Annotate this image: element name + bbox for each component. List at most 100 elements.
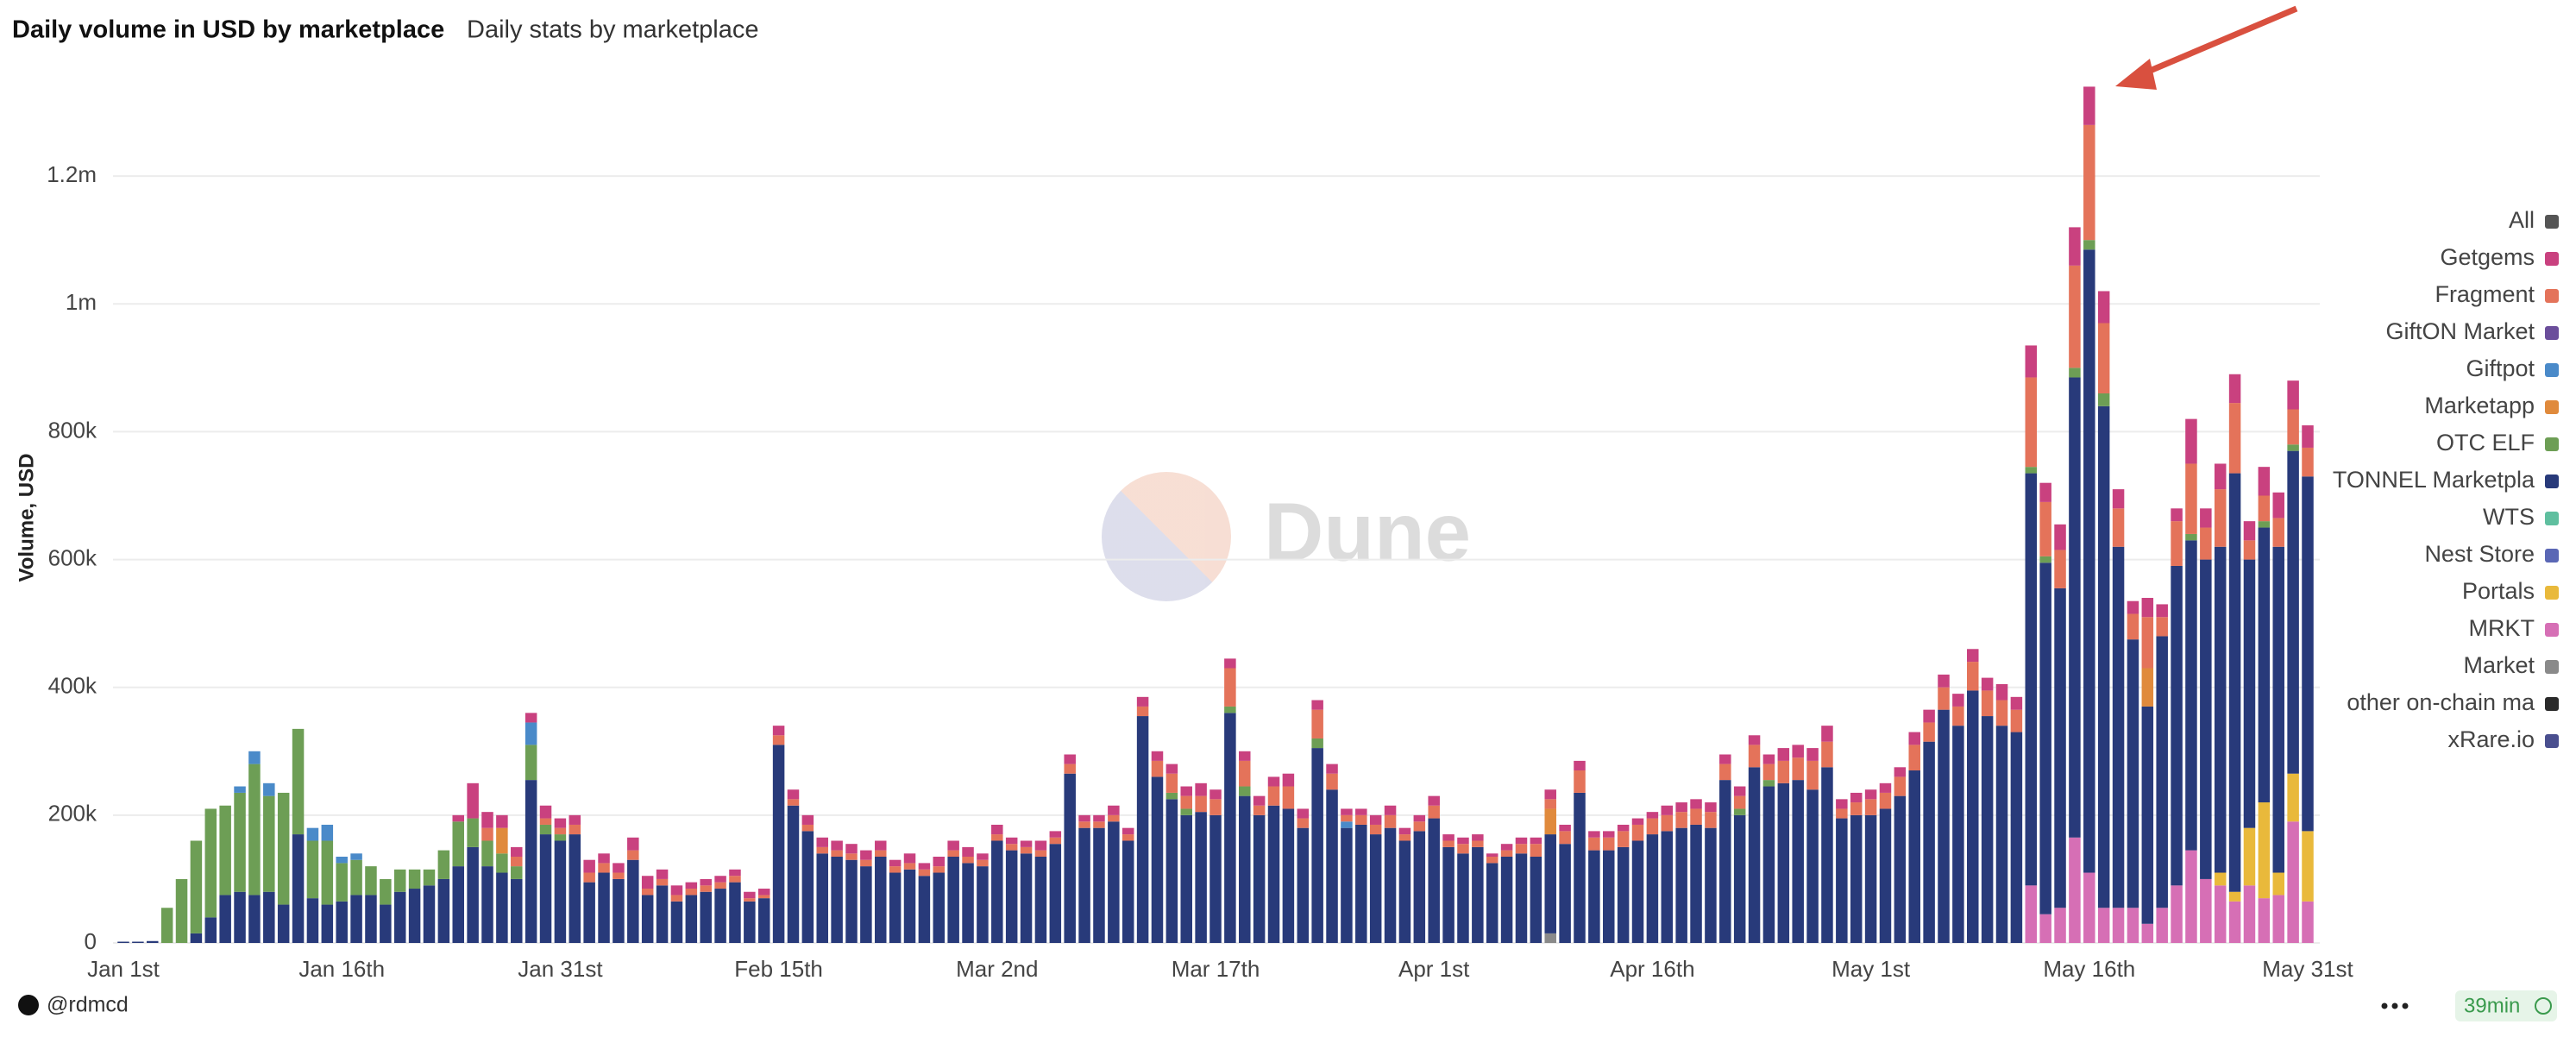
bar-segment [1428, 818, 1440, 943]
bar-segment [2200, 527, 2212, 560]
bar-segment [2141, 668, 2154, 707]
bar-segment [1267, 776, 1280, 787]
bar-segment [1530, 837, 1542, 845]
bar-segment [1836, 808, 1848, 819]
bar-segment [1209, 789, 1222, 800]
legend-item[interactable]: OTC ELF [2436, 430, 2559, 456]
refresh-badge[interactable] [2455, 990, 2557, 1021]
bar-segment [350, 859, 362, 896]
bar-segment [947, 857, 959, 943]
legend-item[interactable]: TONNEL Marketpla [2333, 467, 2559, 493]
bar-segment [2054, 908, 2066, 943]
bar-segment [583, 882, 595, 943]
bar-segment [1894, 767, 1907, 777]
bar-segment [875, 840, 887, 851]
bar-segment [1413, 821, 1426, 832]
bar-segment [234, 891, 246, 943]
legend-item[interactable]: Giftpot [2466, 355, 2559, 381]
legend-item[interactable]: Marketapp [2424, 393, 2559, 418]
bar-segment [408, 869, 421, 889]
legend-item[interactable]: All [2509, 207, 2559, 233]
bar-segment [1515, 853, 1528, 943]
legend-item[interactable]: GiftON Market [2385, 318, 2559, 344]
author[interactable]: @rdmcd [47, 993, 129, 1017]
bar-segment [787, 789, 800, 800]
bar-segment [1253, 805, 1266, 815]
legend-item[interactable]: WTS [2483, 504, 2559, 530]
bar-segment [1457, 837, 1469, 845]
bar-segment [685, 882, 698, 889]
legend-item[interactable]: MRKT [2469, 615, 2560, 641]
bar-segment [1224, 658, 1236, 669]
bar-segment [1705, 827, 1717, 943]
bar-segment [1049, 837, 1062, 845]
bar-segment [1748, 735, 1761, 745]
bar-segment [1239, 751, 1251, 761]
bar-segment [1908, 745, 1920, 771]
bar-segment [1078, 821, 1090, 828]
bar-segment [1995, 684, 2008, 701]
bar-segment [2156, 617, 2168, 637]
bar-segment [1631, 818, 1644, 825]
bar-segment [1530, 857, 1542, 943]
bar-segment [744, 891, 756, 899]
bar-segment [685, 889, 698, 896]
bar-segment [656, 885, 669, 943]
bar-segment [1034, 840, 1047, 851]
legend-item[interactable]: Fragment [2435, 281, 2559, 307]
bar-segment [685, 895, 698, 943]
bar-segment [277, 792, 290, 905]
bar-segment [1719, 780, 1731, 943]
bar-segment [1690, 799, 1702, 809]
bar-segment [1574, 792, 1586, 943]
bar-segment [1719, 754, 1731, 764]
bar-segment [2025, 467, 2038, 474]
chart-subtitle[interactable]: Daily stats by marketplace [467, 16, 758, 44]
bar-segment [845, 844, 858, 854]
y-tick-label: 200k [48, 801, 97, 826]
refresh-time: 39min [2464, 994, 2520, 1017]
bar-segment [2228, 901, 2241, 943]
legend-item[interactable]: xRare.io [2447, 726, 2559, 752]
bar-segment [1500, 857, 1513, 943]
bar-segment [2243, 559, 2256, 828]
bar-segment [1108, 821, 1120, 943]
legend-item[interactable]: Getgems [2440, 244, 2559, 270]
bar-segment [1821, 741, 1833, 768]
bar-segment [2156, 908, 2168, 943]
bar-segment [1894, 776, 1907, 796]
bar-segment [1472, 834, 1484, 841]
bar-segment [772, 726, 785, 736]
bar-segment [1995, 700, 2008, 726]
bar-segment [1705, 802, 1717, 813]
bar-segment [2141, 598, 2154, 618]
legend-item[interactable]: Market [2463, 652, 2559, 678]
bar-segment [1282, 773, 1295, 787]
bar-segment [2185, 463, 2197, 534]
bar-segment [1078, 827, 1090, 943]
bar-segment [2287, 409, 2299, 445]
bar-segment [2097, 291, 2110, 324]
bar-segment [1442, 846, 1454, 943]
bar-segment [1355, 814, 1367, 825]
bar-segment [889, 872, 902, 943]
bar-segment [539, 818, 552, 825]
bar-segment [321, 824, 334, 841]
bar-segment [1239, 795, 1251, 943]
menu-dots[interactable] [2381, 1002, 2409, 1009]
legend-item[interactable]: Portals [2462, 578, 2559, 604]
bar-segment [1311, 700, 1323, 710]
bar-segment [2069, 368, 2081, 378]
bar-segment [1341, 821, 1353, 828]
legend-item[interactable]: other on-chain ma [2347, 689, 2559, 715]
bar-segment [1981, 716, 1994, 943]
bar-segment [583, 859, 595, 873]
legend-label: All [2509, 207, 2535, 233]
legend-label: Marketapp [2424, 393, 2535, 418]
legend-item[interactable]: Nest Store [2424, 541, 2559, 567]
legend-label: WTS [2483, 504, 2535, 530]
bar-segment [1544, 799, 1556, 809]
y-axis-label: Volume, USD [15, 454, 38, 582]
legend-label: Giftpot [2466, 355, 2535, 381]
bar-segment [2185, 533, 2197, 541]
